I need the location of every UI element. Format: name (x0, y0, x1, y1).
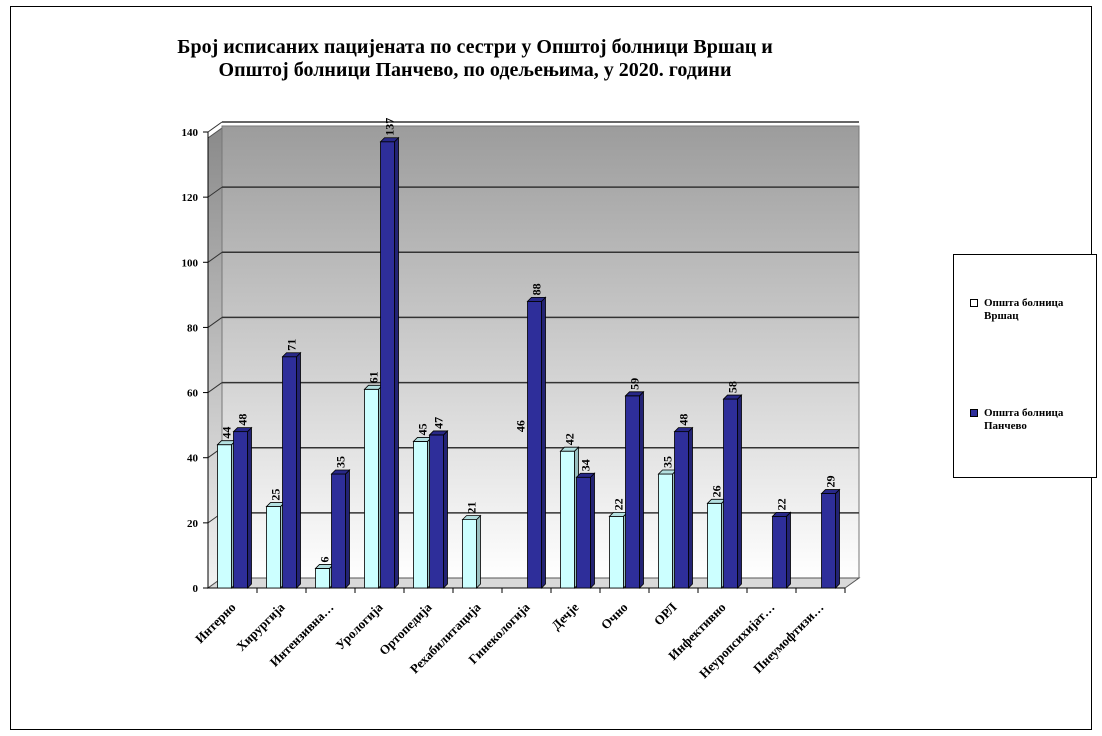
y-tick-label: 20 (187, 518, 199, 530)
data-label-s1-c3: 137 (383, 118, 397, 136)
bar-s1-c8 (625, 395, 640, 589)
y-tick-label: 100 (182, 257, 199, 269)
bar-top-s1-c7 (575, 472, 596, 478)
data-label-s1-c10: 58 (726, 381, 740, 393)
bar-side-s1-c4 (443, 429, 448, 589)
bar-side-s1-c9 (688, 426, 693, 589)
gridline-side (207, 251, 223, 263)
bar-s0-c5 (462, 519, 477, 589)
data-label-s0-c8: 22 (612, 498, 626, 510)
legend-swatch-vrsac (970, 299, 978, 307)
bar-top-s1-c2 (330, 469, 351, 475)
x-tick-label-9: ОРЛ (651, 599, 680, 628)
x-tick-label-7: Дечје (548, 599, 581, 632)
data-label-s0-c1: 25 (269, 489, 283, 501)
data-label-s1-c7: 34 (579, 459, 593, 471)
bar-top-s1-c4 (428, 430, 449, 436)
bar-s0-c3 (364, 388, 379, 589)
data-label-s0-c0: 44 (220, 427, 234, 439)
data-label-s0-c9: 35 (661, 456, 675, 468)
gridline-side (207, 121, 223, 133)
bar-s1-c9 (674, 431, 689, 589)
bar-side-s1-c12 (835, 488, 840, 589)
bar-top-s1-c3 (379, 137, 400, 143)
bar-s0-c2 (315, 568, 330, 589)
bar-s1-c6 (527, 300, 542, 589)
bar-top-s1-c8 (624, 391, 645, 397)
data-label-s1-c12: 29 (824, 476, 838, 488)
bar-top-s1-c12 (820, 489, 841, 494)
bar-side-s1-c11 (786, 511, 791, 589)
data-label-s1-c2: 35 (334, 456, 348, 468)
bar-top-s1-c11 (771, 511, 792, 517)
bar-side-s0-c5 (476, 514, 481, 589)
data-label-s0-c5: 21 (465, 502, 479, 514)
bar-side-s1-c1 (296, 351, 301, 589)
bar-side-s1-c6 (541, 296, 546, 589)
bar-side-s1-c7 (590, 472, 595, 589)
bar-side-s1-c8 (639, 390, 644, 589)
bar-top-s1-c1 (281, 352, 302, 358)
data-label-s0-c10: 26 (710, 485, 724, 497)
legend-item-pancevo: Општа болница Панчево (970, 407, 1094, 433)
bar-s1-c0 (233, 431, 248, 589)
x-tick-label-0: Интерно (192, 600, 239, 647)
bar-side-s1-c10 (737, 394, 742, 589)
bar-s1-c2 (331, 473, 346, 589)
gridline-side (207, 317, 223, 328)
bar-s1-c7 (576, 476, 591, 589)
data-label-s1-c1: 71 (285, 339, 299, 351)
data-label-s1-c4: 47 (432, 417, 446, 429)
bar-s1-c1 (282, 356, 297, 589)
data-label-s0-c7: 42 (563, 433, 577, 445)
bar-s0-c4 (413, 441, 428, 589)
x-tick-label-8: Очно (598, 600, 631, 633)
y-tick-label: 0 (193, 583, 199, 595)
data-label-s0-c2: 6 (318, 556, 332, 562)
bar-side-s1-c0 (247, 426, 252, 589)
legend: Општа болница Вршац Општа болница Панчев… (953, 254, 1097, 478)
y-tick-label: 120 (182, 192, 199, 204)
data-label-s0-c6: 46 (514, 420, 528, 432)
bar-s1-c11 (772, 515, 787, 589)
data-label-s1-c11: 22 (775, 498, 789, 510)
bar-top-s1-c10 (722, 394, 743, 400)
bar-s0-c7 (560, 450, 575, 589)
bar-s0-c9 (658, 473, 673, 589)
bar-s0-c1 (266, 506, 281, 589)
data-label-s1-c8: 59 (628, 378, 642, 390)
data-label-s1-c6: 88 (530, 283, 544, 295)
y-tick-label: 80 (187, 322, 199, 334)
bar-s0-c8 (609, 515, 624, 589)
data-label-s0-c3: 61 (367, 371, 381, 383)
y-tick-label: 140 (182, 127, 199, 139)
bar-top-s1-c6 (526, 296, 547, 302)
data-label-s0-c4: 45 (416, 423, 430, 435)
bar-top-s1-c9 (673, 427, 694, 433)
legend-label-vrsac: Општа болница Вршац (984, 297, 1064, 322)
bar-s1-c10 (723, 398, 738, 589)
bar-side-s1-c2 (345, 469, 350, 589)
gridline-side (207, 186, 223, 198)
bar-s0-c0 (217, 444, 232, 589)
y-tick-label: 40 (187, 453, 199, 465)
bar-s1-c4 (429, 434, 444, 589)
data-label-s1-c0: 48 (236, 414, 250, 426)
bar-s1-c3 (380, 141, 395, 589)
chart-title: Број исписаних пацијената по сестри у Оп… (177, 36, 773, 81)
bar-top-s0-c5 (461, 515, 482, 520)
bar-top-s1-c0 (232, 427, 253, 433)
bar-side-s1-c3 (394, 136, 399, 589)
bar-s0-c10 (707, 502, 722, 589)
gridline-side (207, 382, 223, 393)
legend-label-pancevo: Општа болница Панчево (984, 407, 1064, 432)
legend-item-vrsac: Општа болница Вршац (970, 297, 1094, 323)
bar-s1-c12 (821, 493, 836, 589)
y-tick-label: 60 (187, 388, 199, 400)
data-label-s1-c9: 48 (677, 414, 691, 426)
legend-swatch-pancevo (970, 409, 978, 417)
bar-top-s0-c7 (559, 446, 580, 452)
